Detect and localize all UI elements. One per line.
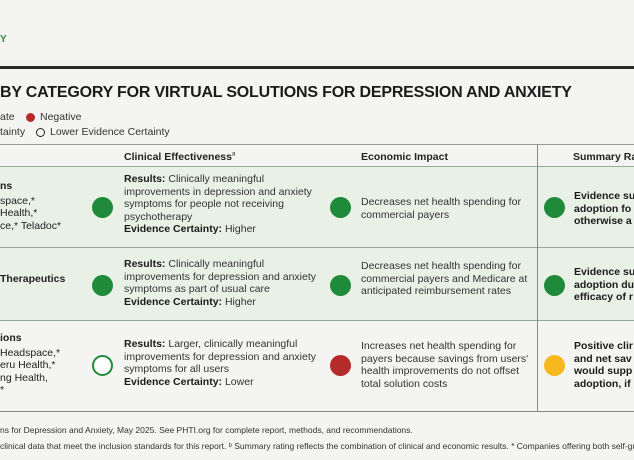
legend-negative: Negative <box>26 111 81 123</box>
legend-moderate-label: ate <box>0 111 15 123</box>
row-divider <box>0 166 634 167</box>
legend-moderate: ate <box>0 111 15 123</box>
clinical-rating-dot-icon <box>92 275 113 296</box>
summary-rating-cell: Positive clir and net sav would supp ado… <box>574 340 633 390</box>
page-title: BY CATEGORY FOR VIRTUAL SOLUTIONS FOR DE… <box>0 84 572 101</box>
legend-higher-certainty: tainty <box>0 126 25 138</box>
clinical-effectiveness-cell: Results: Clinically meaningful improveme… <box>124 258 317 308</box>
clinical-effectiveness-cell: Results: Clinically meaningful improveme… <box>124 173 312 235</box>
brand-label: Y <box>0 34 8 45</box>
column-header-summary: Summary Ra <box>573 151 634 163</box>
table-bottom-rule <box>0 411 634 412</box>
legend-negative-label: Negative <box>40 111 82 123</box>
economic-rating-dot-icon <box>330 355 351 376</box>
footnote-notes: clinical data that meet the inclusion st… <box>0 441 634 451</box>
column-header-clinical: Clinical Effectivenessa <box>124 151 236 163</box>
economic-rating-dot-icon <box>330 275 351 296</box>
header-rule <box>0 144 634 145</box>
legend-higher-label: tainty <box>0 126 26 138</box>
column-header-economic: Economic Impact <box>361 151 448 163</box>
economic-impact-cell: Decreases net health spending for commer… <box>361 196 521 221</box>
row-divider <box>0 320 634 321</box>
row-divider <box>0 247 634 248</box>
top-rule <box>0 66 634 69</box>
category-cell: ions Headspace,* eru Health,* ng Health,… <box>0 332 61 396</box>
category-cell: Therapeutics <box>0 273 66 285</box>
clinical-rating-hollow-dot-icon <box>92 355 113 376</box>
economic-impact-cell: Increases net health spending for payers… <box>361 340 529 390</box>
summary-rating-cell: Evidence su adoption du efficacy of r <box>574 266 634 303</box>
legend-lower-label: Lower Evidence Certainty <box>50 126 170 138</box>
clinical-effectiveness-cell: Results: Larger, clinically meaningful i… <box>124 338 317 388</box>
summary-rating-cell: Evidence su adoption fo otherwise a <box>574 190 634 227</box>
economic-impact-cell: Decreases net health spending for commer… <box>361 260 528 297</box>
hollow-dot-icon <box>36 127 45 137</box>
negative-dot-icon <box>26 112 35 122</box>
summary-column-divider <box>537 144 538 412</box>
summary-rating-dot-icon <box>544 355 565 376</box>
clinical-rating-dot-icon <box>92 197 113 218</box>
legend-lower-certainty: Lower Evidence Certainty <box>36 126 170 138</box>
footnote-source: ns for Depression and Anxiety, May 2025.… <box>0 425 413 435</box>
economic-rating-dot-icon <box>330 197 351 218</box>
summary-rating-dot-icon <box>544 275 565 296</box>
summary-rating-dot-icon <box>544 197 565 218</box>
category-cell: ns space,* Health,* ce,* Teladoc* <box>0 180 62 232</box>
